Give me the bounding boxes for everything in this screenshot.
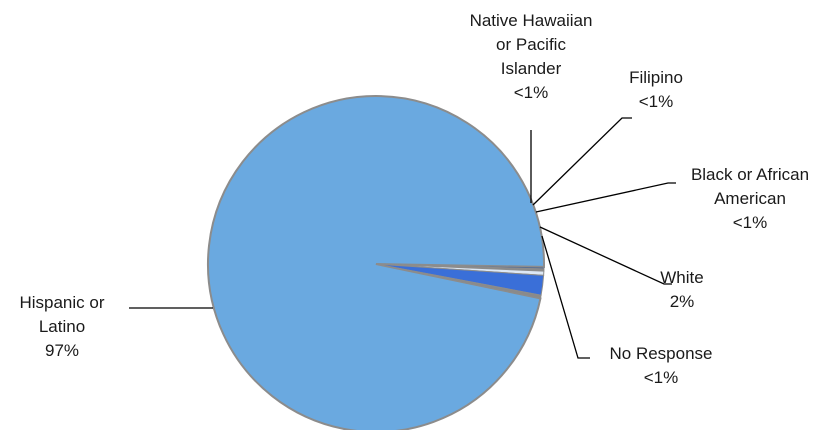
- label-hispanic-or-latino: Hispanic or Latino 97%: [19, 293, 104, 360]
- label-native-hawaiian-or-pacific-islander: Native Hawaiian or Pacific Islander <1%: [470, 11, 593, 102]
- pie-slices: [207, 95, 545, 430]
- slice-labels: Hispanic or Latino 97% Native Hawaiian or Pa…: [19, 11, 809, 387]
- slice-no-response: [375, 263, 542, 299]
- leader-line: [535, 182, 676, 213]
- leader-line: [532, 117, 632, 206]
- leader-line: [541, 235, 590, 359]
- slice-hispanic-or-latino: [207, 95, 545, 430]
- leader-lines: [129, 117, 676, 359]
- label-black-or-african-american: Black or African American <1%: [691, 165, 809, 232]
- label-no-response: No Response <1%: [609, 344, 712, 387]
- leader-line: [539, 226, 672, 285]
- label-white: White 2%: [660, 268, 703, 311]
- label-filipino: Filipino <1%: [629, 68, 683, 111]
